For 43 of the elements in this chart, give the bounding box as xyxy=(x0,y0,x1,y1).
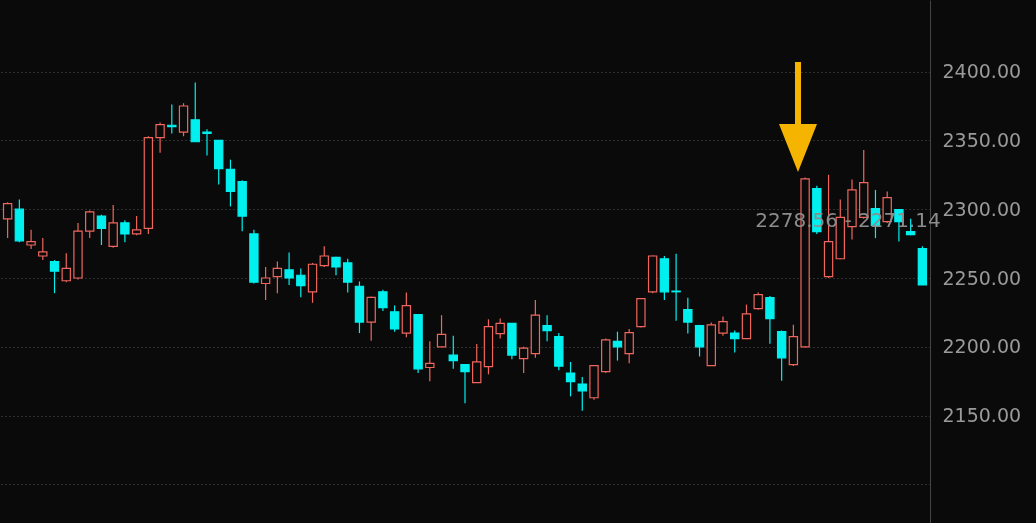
candlestick xyxy=(671,253,681,322)
candlestick xyxy=(260,266,271,301)
candlestick xyxy=(460,364,470,404)
candlestick xyxy=(694,324,705,358)
candlestick xyxy=(272,260,283,294)
candlestick xyxy=(718,315,728,337)
candlestick xyxy=(155,121,165,154)
candlestick xyxy=(319,245,329,268)
candlestick xyxy=(120,219,130,243)
candlestick xyxy=(565,361,576,397)
candlestick xyxy=(49,259,60,294)
candlestick xyxy=(26,229,36,250)
candlestick xyxy=(343,258,353,294)
candlestick xyxy=(518,346,529,374)
candlestick xyxy=(448,335,458,370)
candlestick xyxy=(389,304,400,333)
candlestick xyxy=(765,295,775,345)
y-tick-label: 2250.00 xyxy=(942,266,1022,289)
candlestick xyxy=(436,314,447,348)
y-tick-label: 2150.00 xyxy=(942,404,1022,427)
candlestick xyxy=(542,314,552,342)
candlestick xyxy=(425,340,435,382)
y-tick-label: 2400.00 xyxy=(942,60,1022,83)
candlestick xyxy=(202,128,212,157)
candlestick xyxy=(108,204,118,249)
candlestick xyxy=(730,329,740,354)
y-tick-label: 2200.00 xyxy=(942,335,1022,358)
candlestick xyxy=(284,251,294,286)
candlestick xyxy=(472,343,482,384)
candlestick xyxy=(683,297,693,335)
candlestick xyxy=(38,237,48,261)
candlestick xyxy=(85,209,95,239)
y-tick-label: 2300.00 xyxy=(942,197,1022,220)
candlestick xyxy=(577,376,587,412)
candlestick xyxy=(378,289,388,312)
candlestick xyxy=(495,318,505,340)
candlestick xyxy=(61,252,71,283)
candlestick xyxy=(96,214,107,246)
candlestick xyxy=(190,81,200,143)
candlestick xyxy=(225,159,236,208)
candlestick xyxy=(624,328,634,364)
candlestick xyxy=(296,267,306,298)
y-tick-label: 2350.00 xyxy=(942,128,1022,151)
